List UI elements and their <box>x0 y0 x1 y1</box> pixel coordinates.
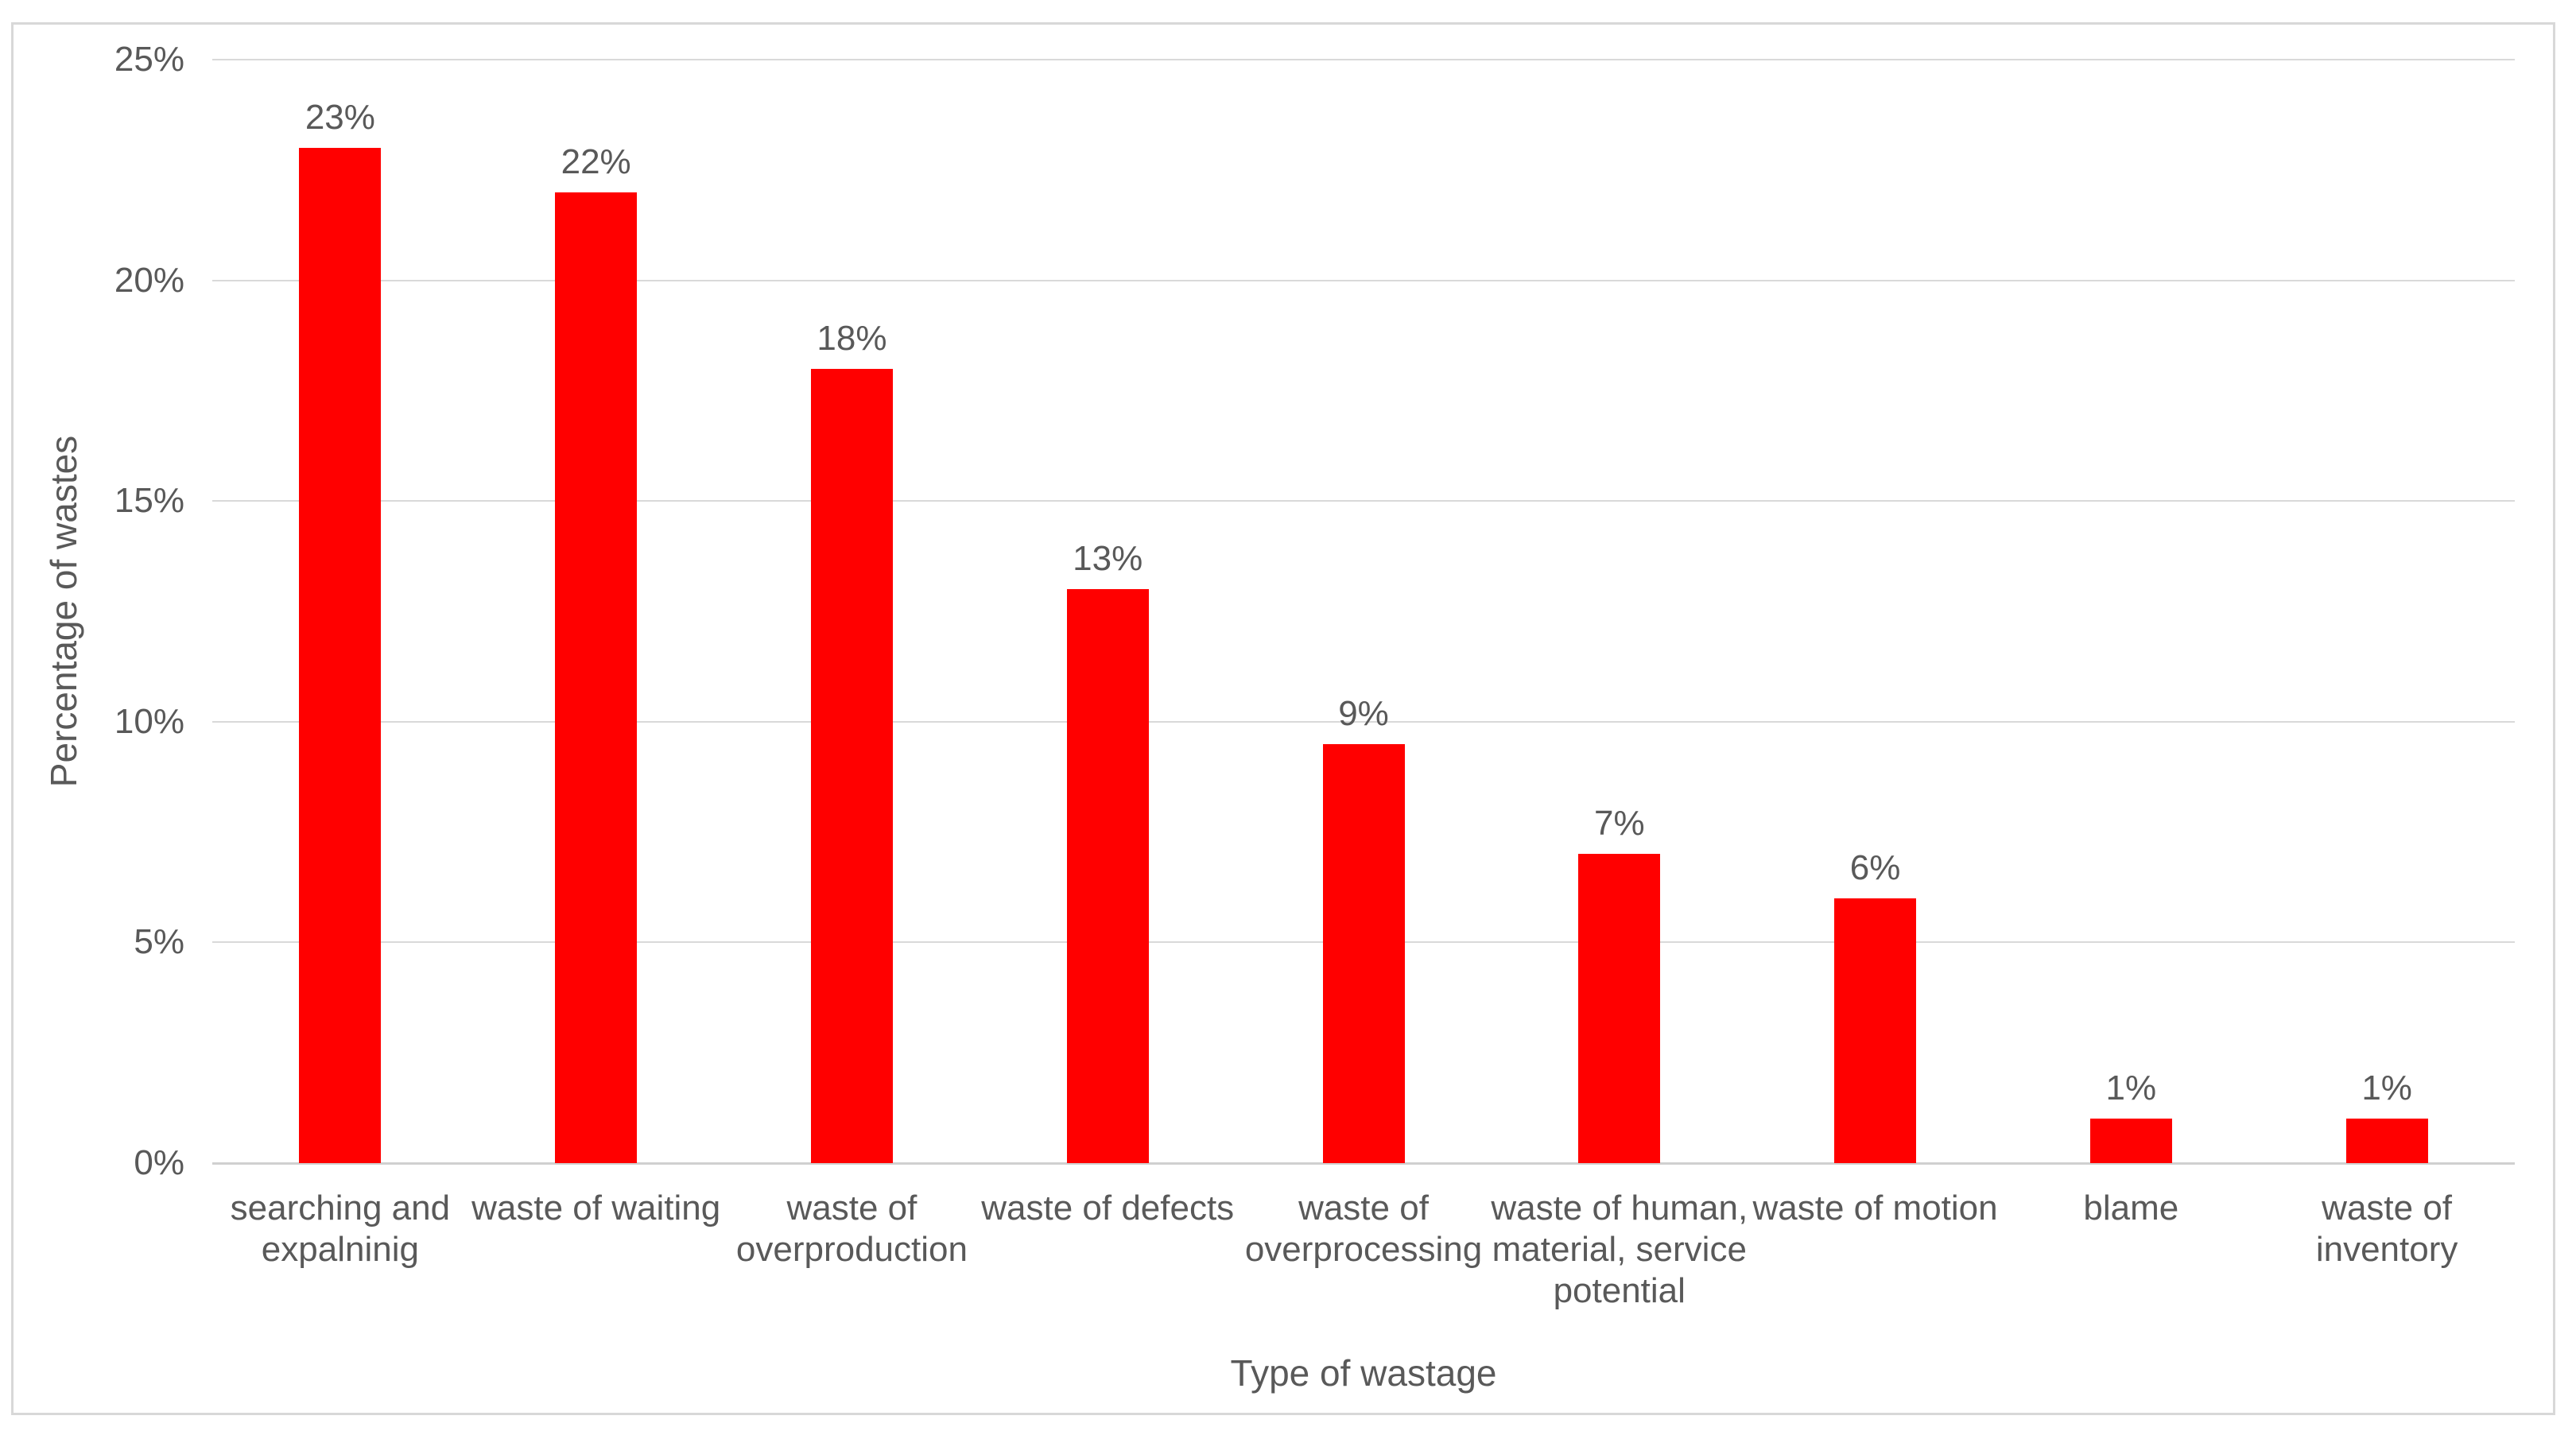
bar-value-label: 18% <box>817 318 887 358</box>
category-label-line: waste of human, <box>1491 1189 1748 1228</box>
gridline <box>212 720 2515 723</box>
category-label: blame <box>1996 1188 2266 1229</box>
category-label: searching and expalninig <box>205 1188 475 1270</box>
category-label-line: inventory <box>2315 1230 2458 1269</box>
category-label-line: potential <box>1553 1271 1686 1310</box>
y-tick-label: 0% <box>134 1143 184 1182</box>
category-label-line: waste of motion <box>1752 1189 1998 1228</box>
category-label: waste of motion <box>1740 1188 2011 1229</box>
gridline <box>212 59 2515 60</box>
category-label-line: overproduction <box>735 1230 968 1269</box>
gridline <box>212 500 2515 502</box>
y-tick-label: 10% <box>114 701 184 741</box>
bar <box>1578 854 1661 1163</box>
bar-value-label: 13% <box>1073 539 1143 579</box>
category-label-line: overprocessing <box>1244 1230 1483 1269</box>
bar-value-label: 22% <box>561 142 631 181</box>
category-label: waste of inventory <box>2252 1188 2522 1270</box>
category-label: waste of overprocessing <box>1228 1188 1499 1270</box>
category-label: waste of human, material, service potentia… <box>1484 1188 1755 1312</box>
category-label-line: waste of <box>2322 1189 2453 1228</box>
category-label-line: waste of defects <box>981 1189 1235 1228</box>
category-label-line: blame <box>2083 1189 2179 1228</box>
bar-value-label: 1% <box>2361 1068 2412 1108</box>
category-label-line: waste of <box>1298 1189 1429 1228</box>
category-label-line: waste of waiting <box>471 1189 721 1228</box>
y-tick-label: 25% <box>114 40 184 79</box>
bar <box>2089 1119 2172 1163</box>
y-tick-label: 5% <box>134 922 184 962</box>
bar <box>555 192 638 1163</box>
category-label-line: expalninig <box>261 1230 419 1269</box>
bar <box>810 368 893 1163</box>
x-axis-line <box>212 1162 2515 1165</box>
category-label: waste of waiting <box>461 1188 731 1229</box>
bar <box>1066 589 1149 1163</box>
category-label-line: searching and <box>230 1189 451 1228</box>
gridline <box>212 279 2515 281</box>
bar-value-label: 7% <box>1593 804 1645 844</box>
category-label: waste of defects <box>972 1188 1243 1229</box>
bar <box>1834 898 1917 1163</box>
bar <box>1322 743 1405 1163</box>
bar-value-label: 1% <box>2105 1068 2157 1108</box>
bar-value-label: 6% <box>1849 847 1901 887</box>
y-tick-label: 20% <box>114 260 184 300</box>
bar <box>2345 1119 2428 1163</box>
x-axis-title: Type of wastage <box>1230 1352 1497 1394</box>
bar-value-label: 23% <box>305 98 375 138</box>
category-label-line: waste of <box>786 1189 918 1228</box>
chart-border <box>11 22 2555 1415</box>
y-tick-label: 15% <box>114 481 184 521</box>
bar-value-label: 9% <box>1338 693 1389 733</box>
bar <box>299 148 382 1163</box>
category-label: waste of overproduction <box>716 1188 987 1270</box>
category-label-line: material, service <box>1492 1230 1747 1269</box>
